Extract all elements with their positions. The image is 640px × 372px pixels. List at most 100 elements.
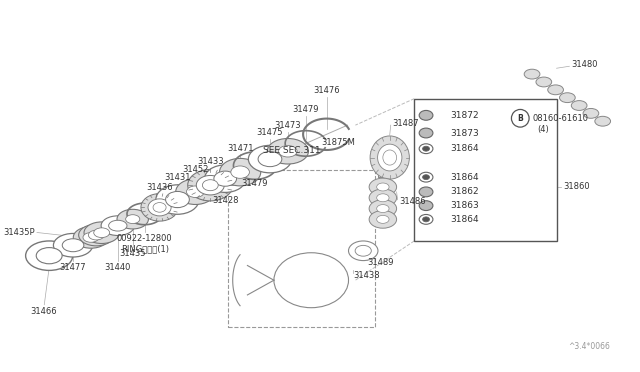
Ellipse shape — [355, 246, 371, 256]
Text: 31486: 31486 — [399, 197, 426, 206]
Text: 31438: 31438 — [353, 271, 380, 280]
Ellipse shape — [377, 194, 389, 202]
Text: 31489: 31489 — [367, 258, 394, 267]
Ellipse shape — [370, 136, 410, 179]
Ellipse shape — [83, 232, 99, 242]
Ellipse shape — [188, 170, 233, 201]
Ellipse shape — [258, 151, 282, 167]
Ellipse shape — [74, 227, 109, 248]
Ellipse shape — [383, 150, 397, 165]
Text: 31436: 31436 — [147, 183, 173, 192]
Text: 31479: 31479 — [242, 179, 268, 188]
Ellipse shape — [419, 110, 433, 120]
Text: 31473: 31473 — [275, 121, 301, 130]
Ellipse shape — [419, 172, 433, 182]
Ellipse shape — [117, 209, 148, 229]
Text: 31435P: 31435P — [3, 228, 35, 237]
Text: 00922-12800
RINGリング(1): 00922-12800 RINGリング(1) — [117, 234, 172, 253]
Text: 31479: 31479 — [292, 105, 319, 114]
Ellipse shape — [377, 205, 389, 212]
Ellipse shape — [196, 176, 224, 195]
Ellipse shape — [377, 183, 389, 191]
Ellipse shape — [559, 93, 575, 103]
Ellipse shape — [583, 109, 599, 118]
Ellipse shape — [422, 175, 429, 180]
Ellipse shape — [141, 194, 178, 221]
Text: 31477: 31477 — [60, 263, 86, 272]
Text: 31864: 31864 — [451, 173, 479, 182]
Ellipse shape — [125, 215, 140, 224]
Ellipse shape — [148, 199, 171, 216]
Ellipse shape — [378, 144, 402, 171]
Ellipse shape — [205, 165, 246, 192]
Text: 31480: 31480 — [572, 60, 598, 69]
Ellipse shape — [156, 185, 199, 214]
Text: ^3.4*0066: ^3.4*0066 — [569, 342, 611, 351]
Ellipse shape — [88, 230, 104, 240]
Ellipse shape — [369, 178, 397, 196]
Ellipse shape — [93, 228, 109, 238]
Text: 31862: 31862 — [451, 187, 479, 196]
Ellipse shape — [422, 146, 429, 151]
Ellipse shape — [186, 186, 204, 198]
Ellipse shape — [231, 166, 250, 178]
Text: 31864: 31864 — [451, 215, 479, 224]
Text: 31471: 31471 — [227, 144, 253, 153]
Ellipse shape — [278, 145, 297, 157]
Text: 31435: 31435 — [120, 248, 146, 257]
Ellipse shape — [377, 215, 389, 223]
Ellipse shape — [166, 192, 189, 208]
Ellipse shape — [419, 187, 433, 197]
Text: 31875M: 31875M — [321, 138, 355, 147]
Ellipse shape — [548, 85, 563, 95]
Text: 31452: 31452 — [182, 165, 209, 174]
Ellipse shape — [422, 217, 429, 222]
Text: 31475: 31475 — [257, 128, 284, 138]
Ellipse shape — [79, 224, 114, 246]
Ellipse shape — [109, 220, 127, 231]
Ellipse shape — [84, 222, 119, 244]
Text: 31487: 31487 — [393, 119, 419, 128]
Ellipse shape — [419, 128, 433, 138]
Ellipse shape — [26, 241, 73, 270]
Text: 31864: 31864 — [451, 144, 479, 153]
Ellipse shape — [176, 179, 215, 205]
Text: 31873: 31873 — [451, 128, 479, 138]
Ellipse shape — [369, 200, 397, 217]
Text: 31860: 31860 — [563, 183, 590, 192]
Text: 08160-61610: 08160-61610 — [532, 114, 588, 123]
Ellipse shape — [53, 234, 93, 257]
Text: 31431: 31431 — [164, 173, 191, 182]
Bar — [414, 99, 557, 241]
Ellipse shape — [248, 145, 292, 173]
Ellipse shape — [369, 211, 397, 228]
Ellipse shape — [153, 203, 166, 212]
Ellipse shape — [504, 109, 520, 121]
Text: SEE SEC.311: SEE SEC.311 — [263, 146, 321, 155]
Text: (4): (4) — [537, 125, 548, 134]
Ellipse shape — [572, 100, 587, 110]
Text: 31433: 31433 — [197, 157, 223, 166]
Ellipse shape — [214, 171, 237, 186]
Ellipse shape — [419, 215, 433, 224]
Ellipse shape — [36, 248, 62, 264]
Ellipse shape — [419, 144, 433, 154]
Ellipse shape — [274, 253, 349, 308]
Ellipse shape — [101, 216, 134, 235]
Ellipse shape — [419, 201, 433, 211]
Ellipse shape — [62, 239, 84, 252]
Text: B: B — [517, 114, 523, 123]
Ellipse shape — [220, 158, 260, 186]
Ellipse shape — [268, 138, 308, 164]
Ellipse shape — [202, 180, 218, 191]
Text: 31476: 31476 — [314, 86, 340, 95]
Ellipse shape — [595, 116, 611, 126]
Ellipse shape — [349, 241, 378, 261]
Ellipse shape — [369, 189, 397, 206]
Text: 31466: 31466 — [30, 307, 56, 316]
Bar — [228, 170, 375, 327]
Ellipse shape — [536, 77, 552, 87]
Text: 31440: 31440 — [104, 263, 131, 272]
Text: 31428: 31428 — [212, 196, 239, 205]
Ellipse shape — [524, 69, 540, 79]
